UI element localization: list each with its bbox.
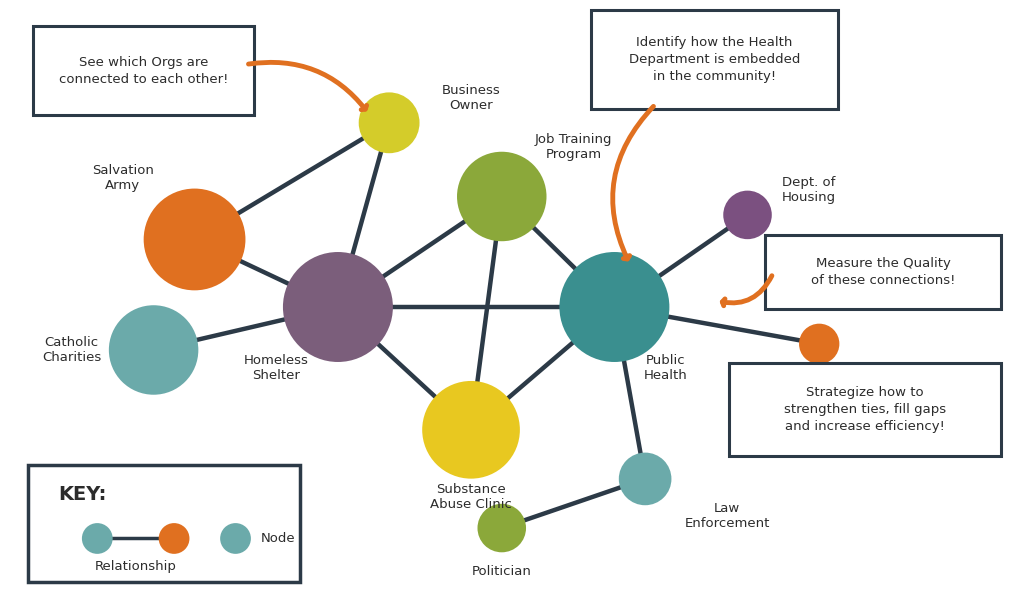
Ellipse shape [561, 254, 668, 360]
Text: Politician: Politician [472, 564, 531, 578]
Text: Node: Node [261, 532, 296, 545]
Text: Homeless
Shelter: Homeless Shelter [244, 354, 309, 383]
Text: Identify how the Health
Department is embedded
in the community!: Identify how the Health Department is em… [629, 36, 800, 84]
Text: Substance
Abuse Clinic: Substance Abuse Clinic [430, 483, 512, 511]
Ellipse shape [725, 192, 770, 238]
FancyBboxPatch shape [729, 363, 1001, 456]
Ellipse shape [83, 524, 112, 553]
Text: Dept. of
Housing: Dept. of Housing [782, 176, 836, 204]
Text: Catholic
Charities: Catholic Charities [42, 336, 101, 364]
Text: Public
Health: Public Health [644, 354, 687, 383]
Text: Job Training
Program: Job Training Program [535, 133, 612, 161]
Text: Salvation
Army: Salvation Army [92, 164, 154, 192]
Ellipse shape [479, 505, 524, 551]
Ellipse shape [145, 190, 244, 289]
FancyBboxPatch shape [28, 465, 300, 582]
Ellipse shape [111, 307, 197, 393]
Text: Measure the Quality
of these connections!: Measure the Quality of these connections… [811, 257, 955, 287]
FancyBboxPatch shape [591, 10, 838, 109]
Ellipse shape [360, 94, 418, 152]
Text: Relationship: Relationship [95, 559, 176, 573]
Ellipse shape [160, 524, 188, 553]
Text: Strategize how to
strengthen ties, fill gaps
and increase efficiency!: Strategize how to strengthen ties, fill … [784, 386, 946, 433]
Text: Business
Owner: Business Owner [441, 84, 501, 112]
Text: See which Orgs are
connected to each other!: See which Orgs are connected to each oth… [58, 56, 228, 85]
FancyBboxPatch shape [33, 26, 254, 115]
Ellipse shape [285, 254, 391, 360]
Ellipse shape [621, 454, 670, 503]
Text: KEY:: KEY: [58, 485, 106, 504]
Ellipse shape [424, 383, 518, 477]
Ellipse shape [801, 325, 838, 362]
FancyBboxPatch shape [765, 235, 1001, 309]
Ellipse shape [459, 154, 545, 239]
Text: Law
Enforcement: Law Enforcement [684, 502, 770, 530]
Ellipse shape [221, 524, 250, 553]
